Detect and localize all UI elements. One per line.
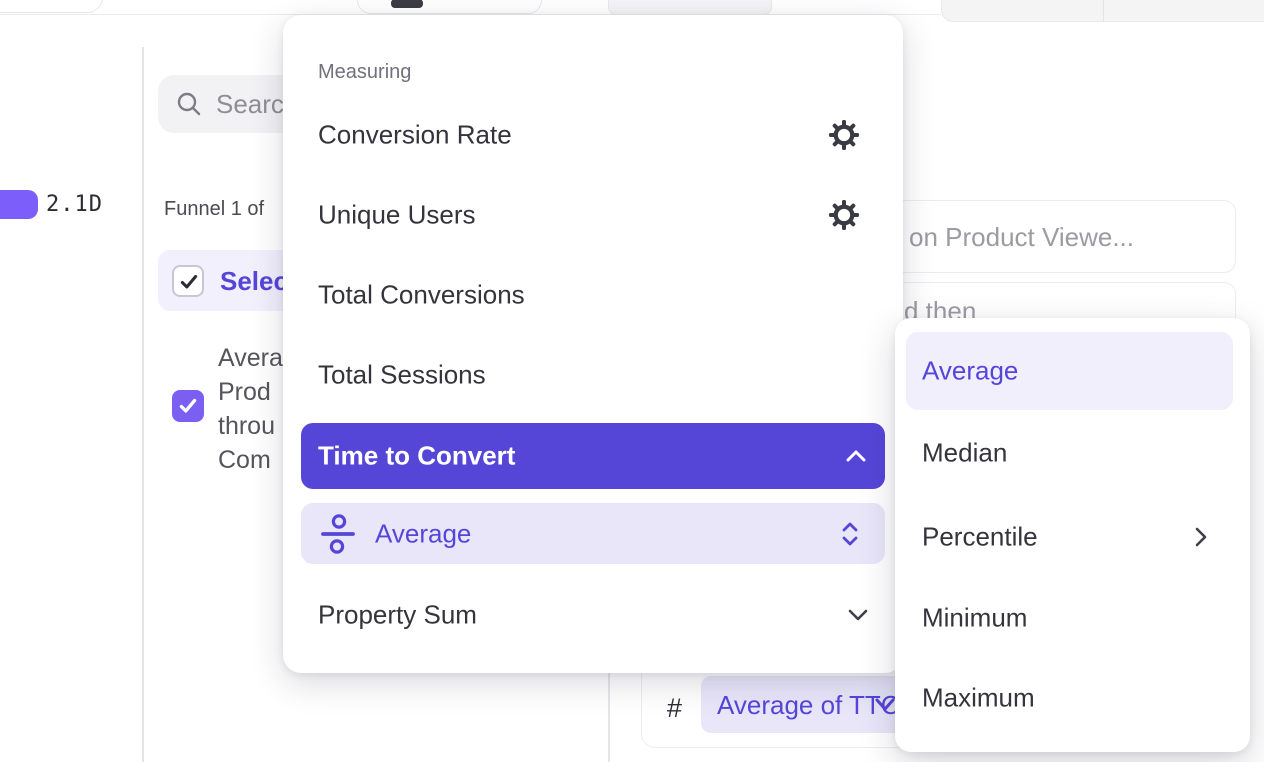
chevron-up-icon: [846, 450, 866, 462]
measuring-dropdown: Measuring Conversion Rate Unique Users: [283, 15, 903, 673]
funnel-step-card-label: on Product Viewe...: [909, 222, 1134, 252]
menu-item-property-sum[interactable]: Property Sum: [283, 585, 903, 645]
search-box[interactable]: [158, 75, 303, 133]
funnel-step-selected-row[interactable]: Select: [158, 250, 303, 311]
search-icon: [177, 92, 201, 116]
check-icon: [180, 274, 198, 289]
average-icon: [321, 514, 355, 554]
metric-description-line: Avera: [218, 344, 283, 372]
toolbar-button-group[interactable]: [941, 0, 1264, 22]
funnel-bar-segment: [0, 190, 38, 219]
chevron-down-icon: [875, 698, 895, 711]
chevron-down-icon: [848, 609, 868, 621]
aggregation-submenu: Average Median Percentile Minimum Maximu…: [895, 318, 1250, 752]
metric-checkbox-checked[interactable]: [172, 390, 204, 422]
funnel-bar-value: 2.1D: [46, 192, 103, 217]
left-panel-divider: [142, 47, 144, 762]
submenu-item-percentile[interactable]: Percentile: [895, 497, 1250, 577]
submenu-item-maximum[interactable]: Maximum: [922, 682, 1035, 713]
submenu-item-minimum[interactable]: Minimum: [922, 602, 1028, 633]
chevron-right-icon: [1195, 527, 1207, 547]
dropdown-section-header: Measuring: [318, 61, 412, 83]
metric-description-line: Prod: [218, 378, 271, 406]
toolbar-button[interactable]: [357, 0, 542, 14]
menu-item-total-conversions[interactable]: Total Conversions: [318, 279, 525, 310]
menu-item-total-sessions[interactable]: Total Sessions: [318, 359, 486, 390]
toolbar-divider: [0, 14, 941, 15]
select-arrows-icon: [842, 522, 858, 545]
step-checkbox-checked[interactable]: [172, 265, 204, 297]
metric-aggregation-label: Average of TTC: [717, 690, 900, 720]
metric-description: Avera Prod throu Com: [218, 341, 284, 477]
numeric-type-icon: #: [667, 693, 683, 723]
toolbar-button-group-divider: [1103, 0, 1104, 21]
metric-description-line: Com: [218, 446, 271, 474]
menu-item-conversion-rate[interactable]: Conversion Rate: [283, 95, 903, 175]
aggregation-selector[interactable]: Average: [301, 503, 885, 564]
toolbar-card: [0, 0, 103, 13]
menu-item-time-to-convert[interactable]: Time to Convert: [301, 423, 885, 489]
check-icon: [179, 398, 197, 413]
gear-icon[interactable]: [829, 120, 859, 150]
metric-description-line: throu: [218, 412, 275, 440]
toolbar-button-glyph: [391, 0, 423, 8]
submenu-item-median[interactable]: Median: [922, 437, 1008, 468]
submenu-item-average[interactable]: Average: [906, 332, 1233, 410]
funnel-count-label: Funnel 1 of: [164, 198, 265, 220]
toolbar-tab[interactable]: [608, 0, 772, 15]
menu-item-unique-users[interactable]: Unique Users: [283, 175, 903, 255]
gear-icon[interactable]: [829, 200, 859, 230]
